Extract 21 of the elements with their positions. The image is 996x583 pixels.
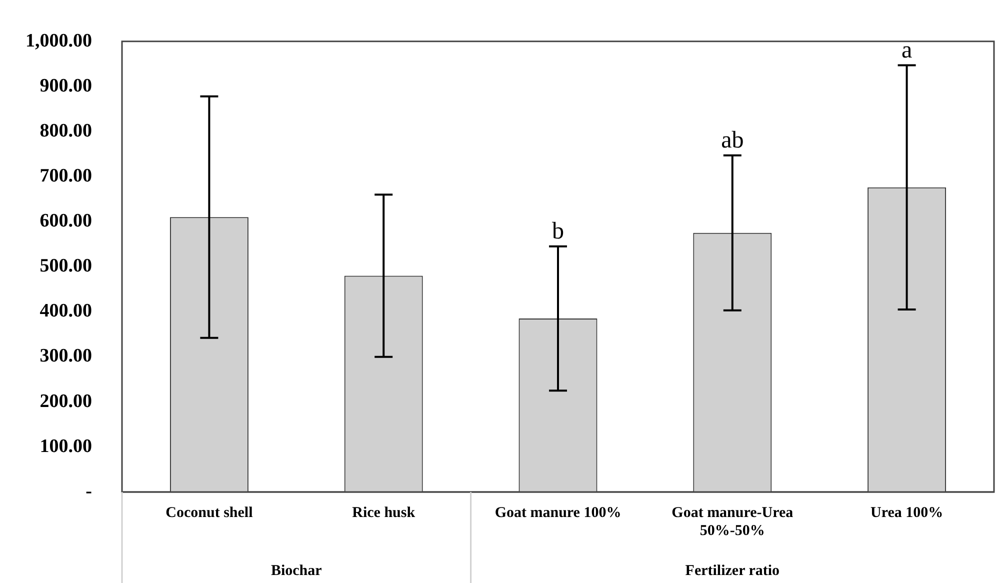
x-tick-label: Urea 100%: [870, 504, 944, 521]
y-tick-label: 200.00: [40, 390, 92, 412]
annotation: ab: [721, 128, 744, 154]
x-tick-label: Goat manure 100%: [494, 504, 622, 521]
y-tick-label: 500.00: [40, 256, 92, 277]
y-tick-label: 600.00: [40, 210, 92, 232]
y-tick-label: 800.00: [40, 120, 92, 142]
y-tick-label: -: [86, 480, 92, 502]
x-tick-label: Goat manure-Urea 50%-50%: [672, 504, 794, 539]
text: Biochar: [270, 562, 322, 579]
y-tick-label: 100.00: [40, 436, 92, 457]
y-tick-label: 1,000.00: [26, 30, 92, 52]
y-tick-label: 300.00: [40, 346, 92, 367]
y-tick-label: 700.00: [40, 165, 92, 186]
annotation: a: [901, 38, 912, 64]
y-tick-label: 400.00: [40, 300, 92, 322]
annotation: b: [552, 218, 564, 245]
x-tick-label: Rice husk: [352, 504, 416, 521]
y-tick-label: 900.00: [40, 75, 92, 96]
text: Fertilizer ratio: [685, 562, 780, 579]
x-tick-label: Coconut shell: [166, 504, 253, 521]
